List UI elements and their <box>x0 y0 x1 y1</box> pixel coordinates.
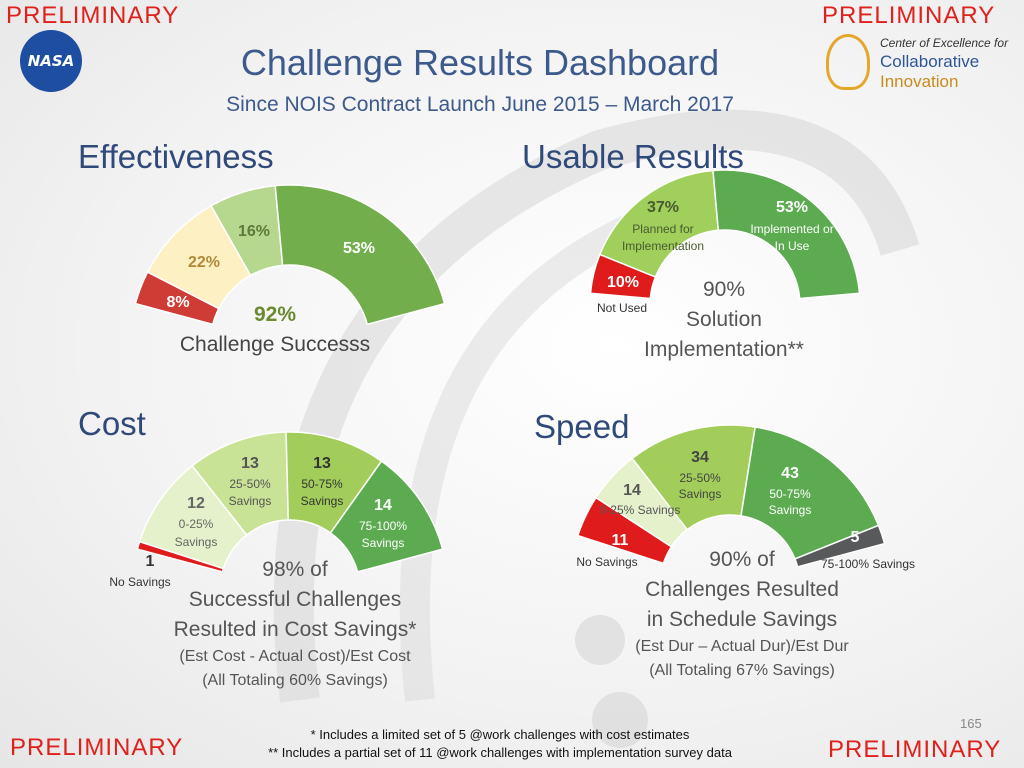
caption-line: 90% of <box>709 548 775 571</box>
speed-segment-label: No Savings <box>576 555 637 569</box>
cost-segment-label: Savings <box>229 494 272 508</box>
cost-segment-label: 1 <box>146 553 155 570</box>
cost-segment-label: Savings <box>362 536 405 550</box>
caption-effectiveness: 92% Challenge Successs <box>150 300 400 360</box>
caption-line: (Est Dur – Actual Dur)/Est Dur <box>635 638 849 655</box>
page-number: 165 <box>960 716 982 731</box>
cost-segment-label: 50-75% <box>301 477 343 491</box>
effectiveness-segment-label: 53% <box>343 240 375 257</box>
cost-segment-label: Savings <box>175 535 218 549</box>
caption-line: 92% <box>253 303 297 326</box>
speed-segment-label: 43 <box>781 465 799 482</box>
section-title-cost: Cost <box>78 405 146 442</box>
coe-logo-text: Center of Excellence for <box>880 36 1009 50</box>
preliminary-label: PRELIMINARY <box>6 2 180 29</box>
cost-segment-label: 0-25% <box>179 517 214 531</box>
speed-segment-label: 25-50% <box>679 471 721 485</box>
usable-segment <box>712 169 861 300</box>
speed-segment-label: 75-100% Savings <box>821 557 915 571</box>
caption-line: 98% of <box>262 558 328 581</box>
section-title-effectiveness: Effectiveness <box>78 138 274 175</box>
usable-segment-label: Not Used <box>597 301 647 315</box>
speed-segment-label: 5 <box>851 529 860 546</box>
usable-segment-label: 37% <box>647 199 679 216</box>
caption-speed: 90% of Challenges Resulted in Schedule S… <box>597 545 887 683</box>
page-subtitle: Since NOIS Contract Launch June 2015 – M… <box>226 93 734 116</box>
speed-segment <box>740 426 880 560</box>
caption-line: Implementation** <box>644 338 804 361</box>
effectiveness-segment-label: 8% <box>166 294 189 311</box>
preliminary-label: PRELIMINARY <box>10 734 184 761</box>
effectiveness-segment-label: 16% <box>238 223 270 240</box>
speed-segment-label: 14 <box>623 482 641 499</box>
coe-logo-text: Innovation <box>880 72 959 91</box>
footnotes: * Includes a limited set of 5 @work chal… <box>200 726 800 762</box>
caption-line: (Est Cost - Actual Cost)/Est Cost <box>179 648 411 665</box>
cost-segment-label: 13 <box>313 455 331 472</box>
usable-segment-label: In Use <box>775 239 810 253</box>
speed-segment-label: Savings <box>769 503 812 517</box>
preliminary-label: PRELIMINARY <box>828 736 1002 763</box>
cost-segment <box>329 460 444 573</box>
section-title-usable: Usable Results <box>522 138 744 175</box>
cost-segment-label: 75-100% <box>359 519 407 533</box>
cost-segment-label: 14 <box>374 497 392 514</box>
section-title-speed: Speed <box>534 408 630 445</box>
speed-segment <box>793 524 886 568</box>
caption-line: (All Totaling 67% Savings) <box>649 662 835 679</box>
usable-segment-label: Implementation <box>622 239 704 253</box>
usable-segment-label: Planned for <box>632 222 693 236</box>
effectiveness-segment <box>274 184 446 326</box>
usable-segment-label: 53% <box>776 199 808 216</box>
preliminary-label: PRELIMINARY <box>822 2 996 29</box>
lightbulb-icon <box>826 34 870 90</box>
footnote: * Includes a limited set of 5 @work chal… <box>310 727 690 742</box>
caption-cost: 98% of Successful Challenges Resulted in… <box>150 555 440 693</box>
cost-segment-label: No Savings <box>109 575 170 589</box>
nasa-logo: NASA <box>20 30 82 92</box>
coe-logo-text: Collaborative <box>880 52 980 71</box>
cost-segment-label: 12 <box>187 495 205 512</box>
caption-line: Solution <box>686 308 762 331</box>
caption-line: Successful Challenges <box>188 588 402 611</box>
usable-segment-label: Implemented or <box>750 222 833 236</box>
caption-line: (All Totaling 60% Savings) <box>202 672 388 689</box>
cost-segment-label: 25-50% <box>229 477 271 491</box>
speed-segment-label: Savings <box>679 487 722 501</box>
caption-line: in Schedule Savings <box>646 608 838 631</box>
speed-segment-label: 0-25% Savings <box>600 503 681 517</box>
caption-line: Resulted in Cost Savings* <box>173 618 417 641</box>
caption-line: Challenges Resulted <box>645 578 839 601</box>
coe-logo: Center of Excellence for Collaborative I… <box>826 34 1016 98</box>
caption-line: Challenge Successs <box>179 333 371 356</box>
effectiveness-segment-label: 22% <box>188 254 220 271</box>
footnote: ** Includes a partial set of 11 @work ch… <box>268 745 732 760</box>
speed-segment-label: 50-75% <box>769 487 811 501</box>
caption-line: 90% <box>702 278 746 301</box>
speed-segment-label: 11 <box>612 532 629 549</box>
usable-segment-label: 10% <box>607 274 639 291</box>
cost-segment-label: 13 <box>241 455 259 472</box>
caption-usable: 90% Solution Implementation** <box>600 275 848 365</box>
speed-segment-label: 34 <box>691 449 709 466</box>
cost-segment-label: Savings <box>301 494 344 508</box>
page-title: Challenge Results Dashboard <box>240 42 720 83</box>
